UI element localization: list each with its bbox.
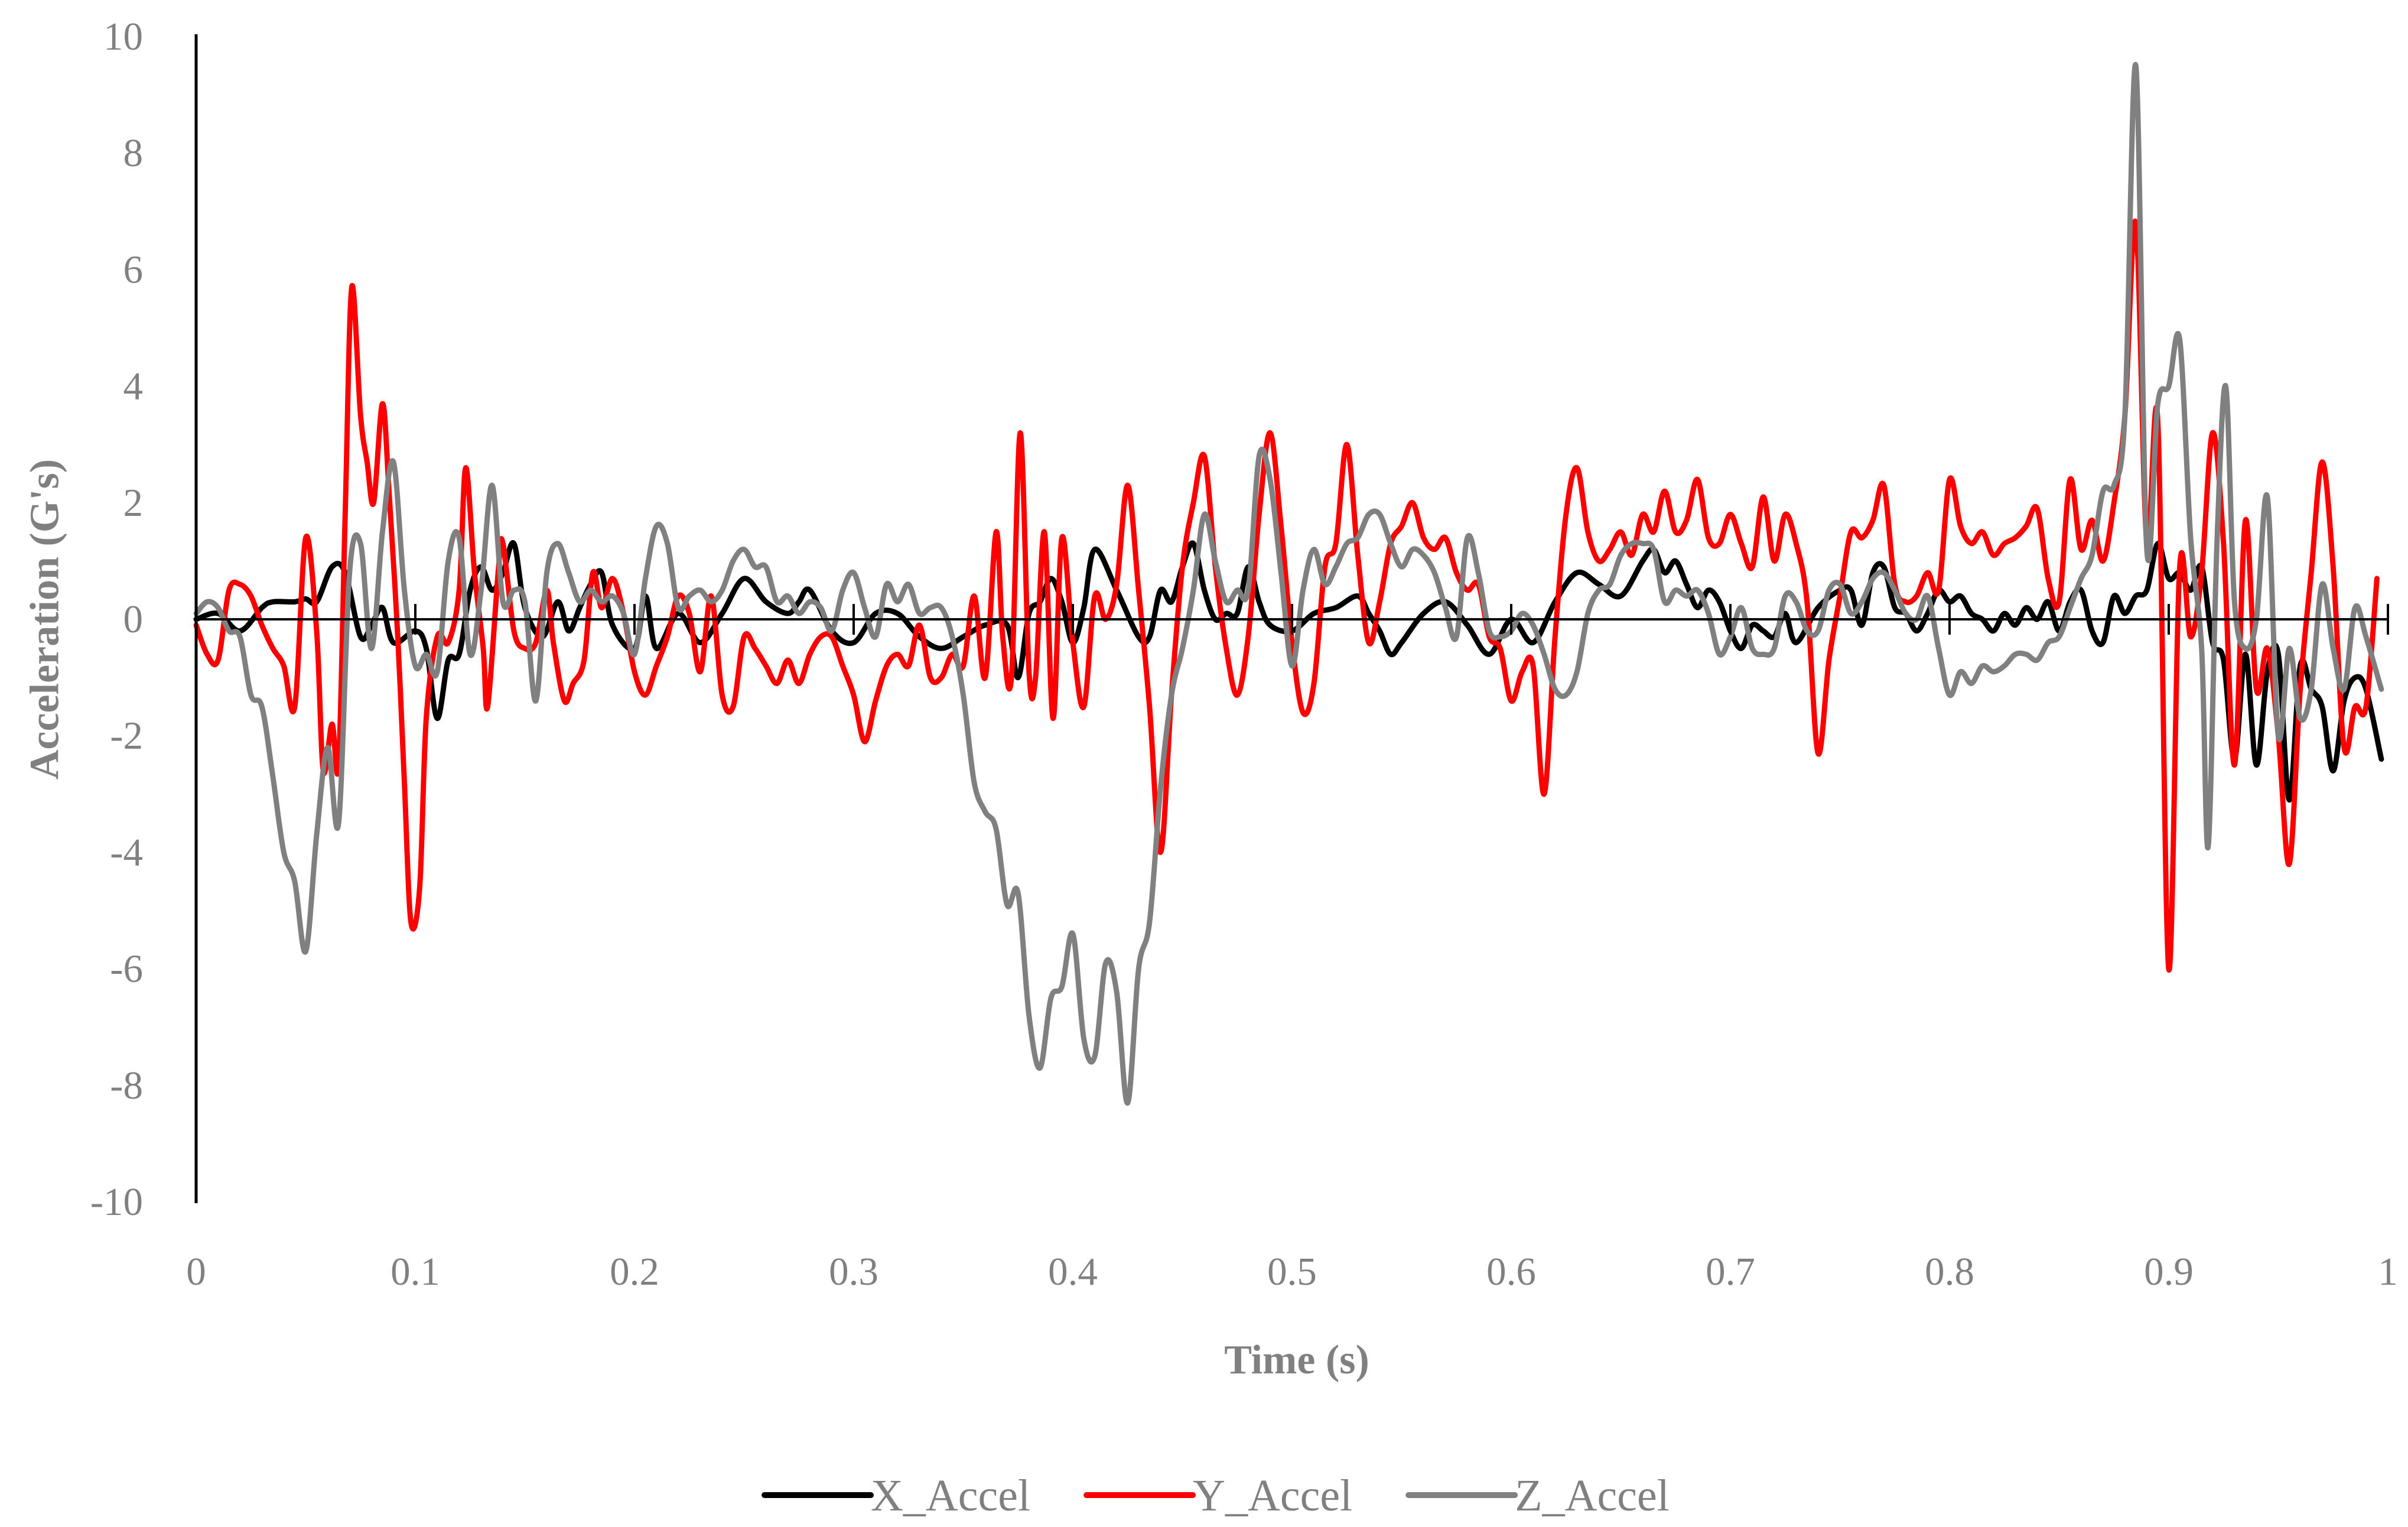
y-tick-label: 4 [123,365,144,408]
x-tick-label: 0.2 [610,1250,659,1294]
x-tick-label: 0.8 [1925,1250,1974,1294]
y-tick-label: -6 [110,947,143,991]
series-layer [193,61,2384,1106]
legend-item-x-accel: X_Accel [762,1471,1030,1520]
y-tick-label: 0 [123,597,144,641]
axes-layer [194,34,2389,1203]
y-axis-title: Acceleration (G's) [22,459,68,779]
x-axis-title: Time (s) [1224,1337,1369,1383]
y-tick-label: 6 [123,248,144,291]
legend-label: Z_Accel [1515,1471,1670,1520]
y-tick-label: -10 [90,1180,143,1224]
y-tick-label: 2 [123,481,144,525]
y-tick-label: -4 [110,830,143,874]
x-tick-label: 0.3 [829,1250,878,1294]
legend: X_Accel Y_Accel Z_Accel [762,1471,1670,1520]
x-tick-label: 0.4 [1048,1250,1098,1294]
legend-label: X_Accel [871,1471,1030,1520]
y-tick-label: 10 [103,15,143,59]
series-line-z-accel [193,61,2384,1106]
x-tick-label: 1 [2378,1250,2398,1294]
labels-layer: -10 -8 -6 -4 -2 0 2 4 6 8 10 0 0.1 0.2 0.3 0.4 0.5 0.6 0.7… [22,15,2398,1383]
x-tick-label: 0.1 [391,1250,440,1294]
series-line-y-accel [193,218,2380,973]
series-line-x-accel [193,540,2384,803]
x-tick-label: 0.6 [1486,1250,1536,1294]
x-tick-label: 0.5 [1267,1250,1317,1294]
y-tick-label: 8 [123,131,144,175]
y-tick-label: -2 [110,714,143,758]
x-tick-label: 0 [186,1250,206,1294]
y-tick-label: -8 [110,1064,143,1107]
x-tick-label: 0.7 [1706,1250,1755,1294]
legend-item-y-accel: Y_Accel [1083,1471,1352,1520]
x-tick-label: 0.9 [2144,1250,2194,1294]
legend-label: Y_Accel [1193,1471,1352,1520]
legend-item-z-accel: Z_Accel [1405,1471,1670,1520]
